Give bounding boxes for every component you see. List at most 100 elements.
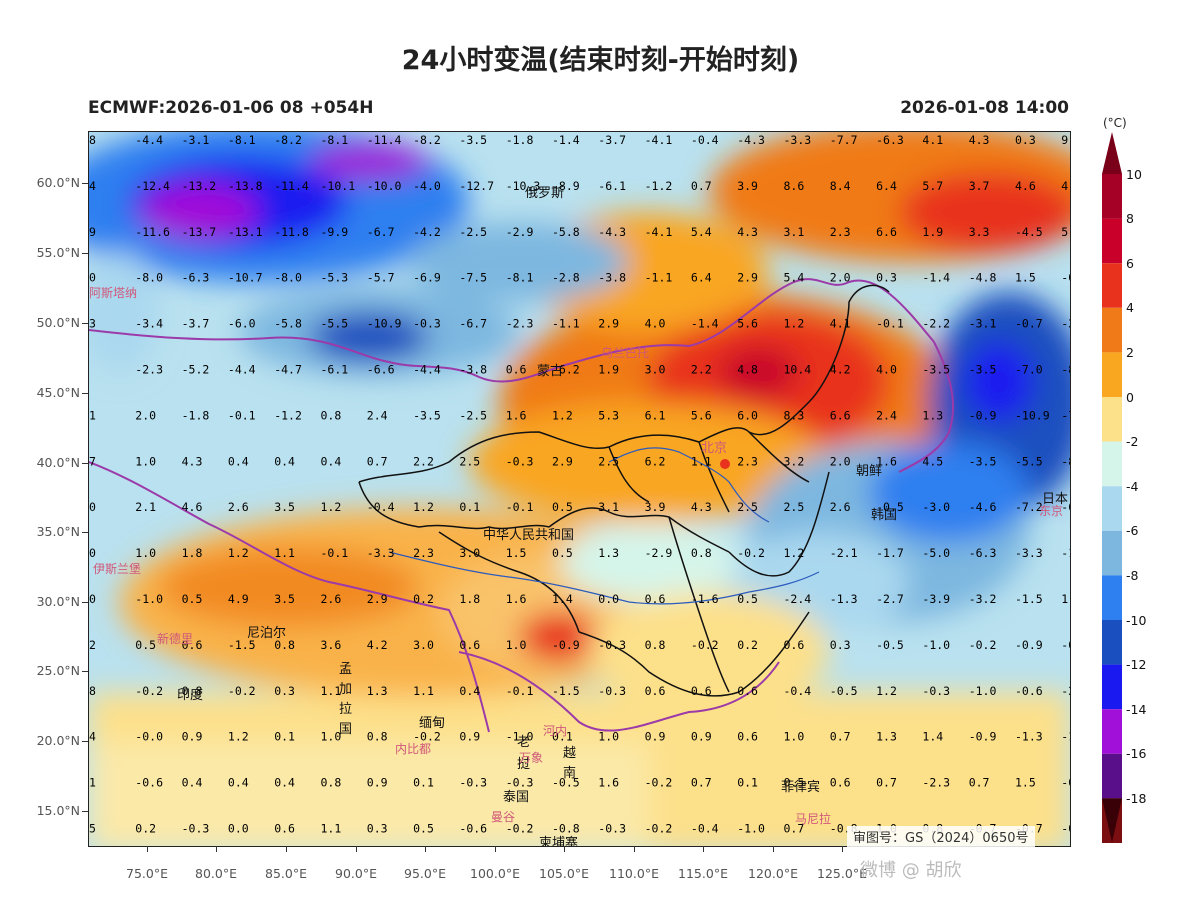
grid-value: 9 <box>89 225 96 239</box>
colorbar-label: -12 <box>1126 657 1147 673</box>
grid-value: 6.6 <box>876 225 897 239</box>
lon-tick <box>495 846 496 852</box>
temperature-change-map[interactable]: 8 -4.4 -3.1 -8.1 -8.2 -8.1 -11.4 -8.2 -3.5 -1.8 -1… <box>88 131 1071 847</box>
grid-value: 0.6 <box>737 730 758 744</box>
grid-value: -1.2 <box>645 179 673 193</box>
colorbar-segment <box>1102 352 1122 397</box>
grid-value: -2.5 <box>459 408 487 422</box>
grid-value: -0.5 <box>876 638 904 652</box>
grid-value: -10.3 <box>506 179 541 193</box>
grid-value: 0.1 <box>552 730 573 744</box>
label-bangkok: 曼谷 <box>491 810 516 824</box>
grid-value: -5.7 <box>367 271 395 285</box>
grid-value: -6.2 <box>552 363 580 377</box>
grid-value: 2.6 <box>321 592 342 606</box>
grid-value: -4.1 <box>645 133 673 147</box>
grid-value: 1.3 <box>876 730 897 744</box>
grid-value: -0.9 <box>1015 638 1043 652</box>
lon-label: 95.0°E <box>404 866 446 881</box>
grid-value: -4.5 <box>1015 225 1043 239</box>
grid-value: 2.5 <box>459 454 480 468</box>
grid-value: 2.6 <box>228 500 249 514</box>
grid-value: -0.2 <box>228 684 256 698</box>
lat-label: 60.0°N <box>36 175 80 190</box>
colorbar-label: -16 <box>1126 746 1147 762</box>
label-north-korea: 朝鲜 <box>856 464 883 479</box>
grid-value: -0.3 <box>1061 822 1070 836</box>
lat-tick <box>82 183 88 184</box>
lon-label: 115.0°E <box>678 866 728 881</box>
label-mongolia: 蒙古 <box>537 364 564 379</box>
grid-value: 2.9 <box>367 592 388 606</box>
colorbar-label: -14 <box>1126 701 1147 717</box>
lon-tick <box>425 846 426 852</box>
rivers <box>388 447 820 605</box>
grid-value: -3.9 <box>922 592 950 606</box>
grid-value: -6.7 <box>367 225 395 239</box>
grid-value: -6.4 <box>1061 500 1070 514</box>
grid-value: -0.1 <box>876 317 904 331</box>
grid-value: 1 <box>89 408 96 422</box>
grid-value: -3.1 <box>182 133 210 147</box>
grid-value: 10.4 <box>784 363 812 377</box>
grid-value: 4.3 <box>969 133 990 147</box>
grid-value: 1.6 <box>598 776 619 790</box>
grid-value: 0.7 <box>969 776 990 790</box>
grid-value: 0.6 <box>182 638 203 652</box>
grid-value: -1.4 <box>922 271 950 285</box>
grid-value: 0.2 <box>737 638 758 652</box>
grid-value: 1.6 <box>876 454 897 468</box>
grid-value: -6.1 <box>598 179 626 193</box>
colorbar-label: -10 <box>1126 612 1147 628</box>
grid-value: -10.7 <box>228 271 263 285</box>
grid-value: 0.9 <box>645 730 666 744</box>
grid-value: 5.7 <box>1061 225 1070 239</box>
grid-value: 0.6 <box>645 592 666 606</box>
grid-value: 0.9 <box>691 730 712 744</box>
grid-value: -3.5 <box>969 454 997 468</box>
grid-value: 5.3 <box>598 408 619 422</box>
grid-value: 5.6 <box>691 408 712 422</box>
lon-tick <box>286 846 287 852</box>
grid-value: -4.4 <box>413 363 441 377</box>
grid-value: -6.7 <box>459 317 487 331</box>
lat-tick <box>82 602 88 603</box>
grid-value: -6.3 <box>182 271 210 285</box>
grid-value: -1.4 <box>691 317 719 331</box>
colorbar-segment <box>1102 486 1122 531</box>
grid-value: -6.3 <box>876 133 904 147</box>
grid-value: 2 <box>89 638 96 652</box>
grid-value: 0.3 <box>876 271 897 285</box>
label-nepal: 尼泊尔 <box>247 626 287 641</box>
lat-label: 25.0°N <box>36 663 80 678</box>
grid-value: -0.5 <box>552 776 580 790</box>
grid-value: -2.4 <box>1061 684 1070 698</box>
lon-tick <box>703 846 704 852</box>
grid-value: -11.8 <box>274 225 309 239</box>
grid-value: -8.2 <box>413 133 441 147</box>
grid-value: 0.6 <box>691 684 712 698</box>
grid-value: -0.3 <box>506 776 534 790</box>
grid-value: 0.5 <box>182 592 203 606</box>
grid-value: 2.5 <box>784 500 805 514</box>
grid-value: 1.2 <box>552 408 573 422</box>
grid-value: 1.0 <box>506 638 527 652</box>
label-islamabad: 伊斯兰堡 <box>93 562 142 576</box>
lon-tick <box>147 846 148 852</box>
grid-value: 2.9 <box>598 317 619 331</box>
grid-value: -3.7 <box>182 317 210 331</box>
grid-value: -1.0 <box>737 822 765 836</box>
grid-value: -3.3 <box>1015 546 1043 560</box>
grid-value: 0.8 <box>367 730 388 744</box>
grid-value: 4.2 <box>367 638 388 652</box>
grid-value: 0.5 <box>413 822 434 836</box>
colorbar-top-arrow <box>1102 132 1122 174</box>
grid-value: -1.8 <box>506 133 534 147</box>
grid-value: 0.6 <box>830 776 851 790</box>
grid-value: 0.6 <box>459 638 480 652</box>
grid-value: -0.2 <box>969 638 997 652</box>
lon-label: 125.0°E <box>817 866 867 881</box>
grid-value: 8.4 <box>830 179 851 193</box>
grid-value: 0 <box>89 271 96 285</box>
grid-value: 4.5 <box>922 454 943 468</box>
